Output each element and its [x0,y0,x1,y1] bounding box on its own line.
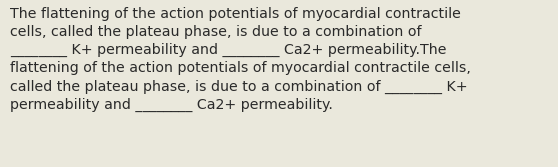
Text: The flattening of the action potentials of myocardial contractile
cells, called : The flattening of the action potentials … [10,7,471,112]
